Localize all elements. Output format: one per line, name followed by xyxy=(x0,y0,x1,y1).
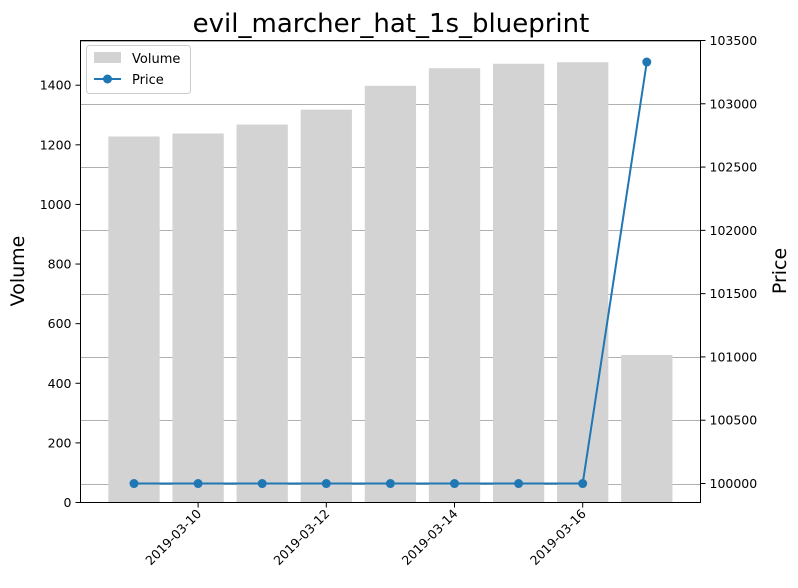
volume-bar xyxy=(172,133,224,503)
y-tick-label: 200 xyxy=(48,435,72,450)
x-tick-label: 2019-03-14 xyxy=(399,506,461,568)
volume-bar xyxy=(236,124,288,503)
y2-tick-label: 103000 xyxy=(710,96,758,111)
x-tick-label: 2019-03-10 xyxy=(142,506,204,568)
y-tick-label: 1400 xyxy=(40,78,72,93)
volume-bars xyxy=(108,62,673,503)
volume-bar xyxy=(300,109,352,503)
left-axis: 0 200 400 600 800 1000 1200 1400 xyxy=(40,78,81,510)
right-axis: 100000 100500 101000 101500 102000 102500 1030… xyxy=(700,33,758,491)
y-tick-label: 1000 xyxy=(40,197,72,212)
price-point xyxy=(385,479,395,489)
y2-tick-label: 100000 xyxy=(710,476,758,491)
price-point xyxy=(514,479,524,489)
y2-tick-label: 103500 xyxy=(710,33,758,48)
y2-tick-label: 102500 xyxy=(710,160,758,175)
volume-bar xyxy=(428,68,481,503)
volume-bar xyxy=(492,63,545,503)
y-axis-label: Volume xyxy=(7,236,29,307)
y2-tick-label: 102000 xyxy=(710,223,758,238)
y-tick-label: 1200 xyxy=(40,137,72,152)
y2-tick-label: 101000 xyxy=(710,349,758,364)
volume-bar xyxy=(364,85,417,503)
legend: Volume Price xyxy=(86,45,191,94)
legend-volume-label: Volume xyxy=(132,52,180,67)
legend-price-marker xyxy=(103,74,112,84)
x-axis: 2019-03-10 2019-03-12 2019-03-14 2019-03-16 xyxy=(142,502,589,568)
y2-tick-label: 101500 xyxy=(710,286,758,301)
price-point xyxy=(321,479,331,489)
y-tick-label: 600 xyxy=(48,316,72,331)
x-tick-label: 2019-03-12 xyxy=(270,506,332,568)
volume-bar xyxy=(108,136,160,503)
price-line xyxy=(129,57,652,489)
price-point xyxy=(578,479,588,489)
y-tick-label: 800 xyxy=(48,257,72,272)
legend-volume-swatch xyxy=(94,52,121,63)
y-tick-label: 400 xyxy=(48,376,72,391)
chart-title: evil_marcher_hat_1s_blueprint xyxy=(193,9,590,39)
price-point xyxy=(642,57,652,67)
legend-price-label: Price xyxy=(132,73,164,88)
price-point xyxy=(450,479,459,489)
volume-bar xyxy=(621,354,673,503)
y2-axis-label: Price xyxy=(769,248,791,294)
volume-bar xyxy=(557,62,609,503)
y2-tick-label: 100500 xyxy=(710,413,758,428)
plot-frame xyxy=(80,40,701,503)
y-tick-label: 0 xyxy=(64,495,72,510)
price-point xyxy=(129,479,139,489)
x-tick-label: 2019-03-16 xyxy=(527,506,589,568)
price-point xyxy=(257,479,267,489)
price-point xyxy=(193,479,203,489)
